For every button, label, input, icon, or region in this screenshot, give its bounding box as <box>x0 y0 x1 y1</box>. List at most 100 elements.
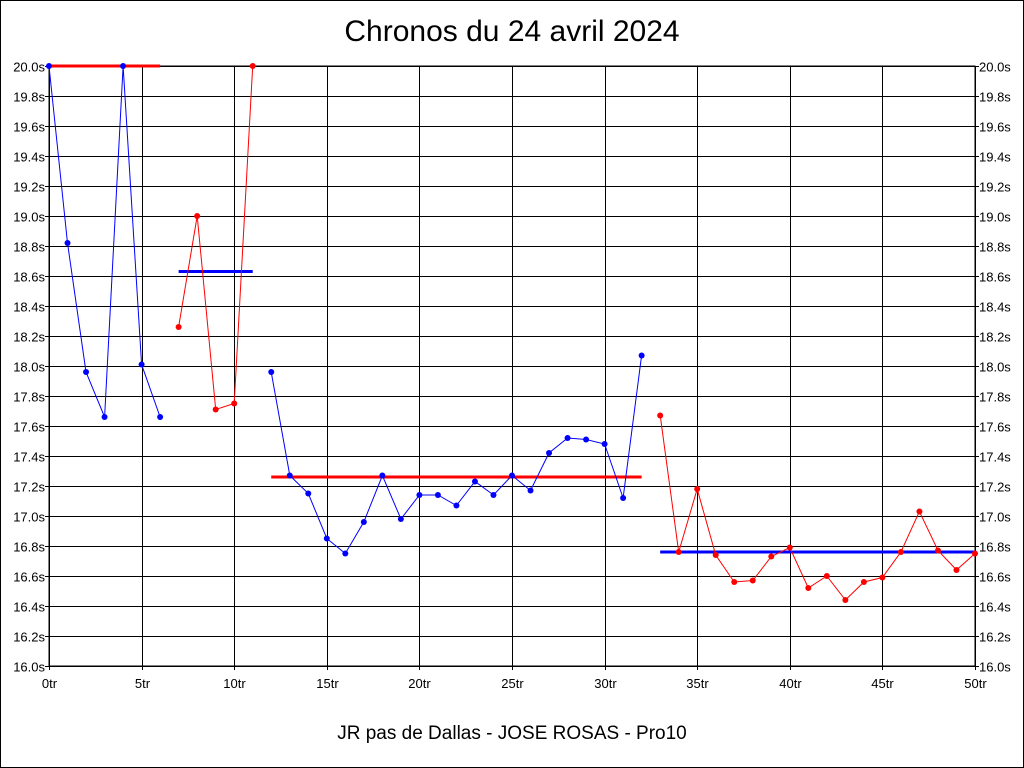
data-point <box>138 361 145 368</box>
data-point <box>46 63 52 69</box>
data-point <box>953 567 960 573</box>
x-tick-label: 5tr <box>135 676 151 691</box>
y-tick-label-right: 18.8s <box>979 240 1011 255</box>
y-tick-label-left: 18.4s <box>13 300 45 315</box>
y-tick-label-right: 17.6s <box>979 420 1011 435</box>
y-tick-label-left: 17.6s <box>13 420 45 435</box>
data-point <box>268 369 275 375</box>
data-point <box>805 585 812 591</box>
y-tick-label-left: 18.0s <box>13 360 45 375</box>
y-tick-label-left: 16.6s <box>13 570 45 585</box>
data-point <box>379 472 386 479</box>
y-tick-label-right: 19.8s <box>979 90 1011 105</box>
y-tick-label-left: 17.0s <box>13 510 45 525</box>
data-point <box>916 508 923 515</box>
y-tick-label-right: 18.0s <box>979 360 1011 375</box>
data-point <box>64 240 71 246</box>
data-point <box>157 414 164 420</box>
data-point <box>675 549 682 555</box>
x-tick-label: 20tr <box>408 676 431 691</box>
data-point <box>249 63 256 69</box>
x-tick-label: 35tr <box>686 676 709 691</box>
data-point <box>638 352 645 359</box>
y-tick-label-right: 19.2s <box>979 180 1011 195</box>
y-tick-label-left: 20.0s <box>13 60 45 75</box>
x-tick-label: 50tr <box>964 676 987 691</box>
y-tick-label-left: 16.2s <box>13 630 45 645</box>
data-point <box>231 400 238 407</box>
data-point <box>323 535 330 542</box>
data-point <box>416 492 423 498</box>
data-point <box>527 487 534 494</box>
x-tick-label: 10tr <box>223 676 246 691</box>
data-point <box>786 544 793 551</box>
data-point <box>434 492 441 498</box>
y-tick-label-left: 16.4s <box>13 600 45 615</box>
y-tick-label-left: 19.6s <box>13 120 45 135</box>
y-tick-label-right: 18.4s <box>979 300 1011 315</box>
data-point <box>546 450 553 456</box>
y-tick-label-left: 19.4s <box>13 150 45 165</box>
y-tick-label-left: 17.8s <box>13 390 45 405</box>
data-point <box>175 324 182 330</box>
y-tick-label-left: 18.2s <box>13 330 45 345</box>
y-tick-label-left: 16.8s <box>13 540 45 555</box>
data-point <box>934 547 941 554</box>
y-tick-label-right: 18.2s <box>979 330 1011 345</box>
y-tick-label-right: 16.4s <box>979 600 1011 615</box>
data-point <box>749 577 756 584</box>
series-line <box>659 415 976 601</box>
y-tick-label-right: 17.0s <box>979 510 1011 525</box>
data-point <box>120 63 127 69</box>
x-tick-label: 0tr <box>42 676 58 691</box>
data-point <box>490 492 497 498</box>
data-point <box>620 495 627 501</box>
y-tick-label-right: 16.6s <box>979 570 1011 585</box>
y-tick-label-left: 18.8s <box>13 240 45 255</box>
data-point <box>509 472 515 479</box>
y-tick-label-left: 17.2s <box>13 480 45 495</box>
data-point <box>694 486 701 492</box>
x-tick-label: 45tr <box>871 676 894 691</box>
data-point <box>712 552 719 558</box>
data-point <box>860 579 867 585</box>
data-point <box>657 412 664 419</box>
y-tick-label-left: 19.8s <box>13 90 45 105</box>
y-tick-label-left: 19.2s <box>13 180 45 195</box>
y-tick-label-right: 19.0s <box>979 210 1011 225</box>
data-point <box>601 441 608 447</box>
data-point <box>879 574 886 581</box>
y-tick-label-right: 16.0s <box>979 660 1011 675</box>
data-point <box>583 436 590 443</box>
y-tick-label-right: 18.6s <box>979 270 1011 285</box>
data-point <box>360 519 367 525</box>
y-tick-label-right: 20.0s <box>979 60 1011 75</box>
y-tick-label-right: 19.4s <box>979 150 1011 165</box>
y-tick-label-right: 17.4s <box>979 450 1011 465</box>
data-point <box>564 435 571 441</box>
data-point <box>972 550 978 557</box>
y-tick-label-right: 16.2s <box>979 630 1011 645</box>
data-point <box>101 414 108 420</box>
y-tick-label-right: 17.2s <box>979 480 1011 495</box>
y-tick-label-left: 16.0s <box>13 660 45 675</box>
data-point <box>194 213 201 219</box>
data-point <box>83 369 90 375</box>
x-tick-label: 30tr <box>594 676 617 691</box>
chart-title: Chronos du 24 avril 2024 <box>344 15 680 48</box>
data-point <box>342 550 349 557</box>
data-point <box>842 597 849 603</box>
data-point <box>471 478 478 485</box>
y-tick-label-right: 16.8s <box>979 540 1011 555</box>
y-tick-label-left: 19.0s <box>13 210 45 225</box>
x-tick-label: 40tr <box>779 676 802 691</box>
data-point <box>768 553 775 560</box>
data-point <box>731 579 738 585</box>
x-tick-label: 25tr <box>501 676 524 691</box>
data-point <box>823 573 830 579</box>
data-point <box>397 516 404 522</box>
data-point <box>212 406 219 413</box>
data-point <box>453 502 460 509</box>
y-tick-label-left: 18.6s <box>13 270 45 285</box>
